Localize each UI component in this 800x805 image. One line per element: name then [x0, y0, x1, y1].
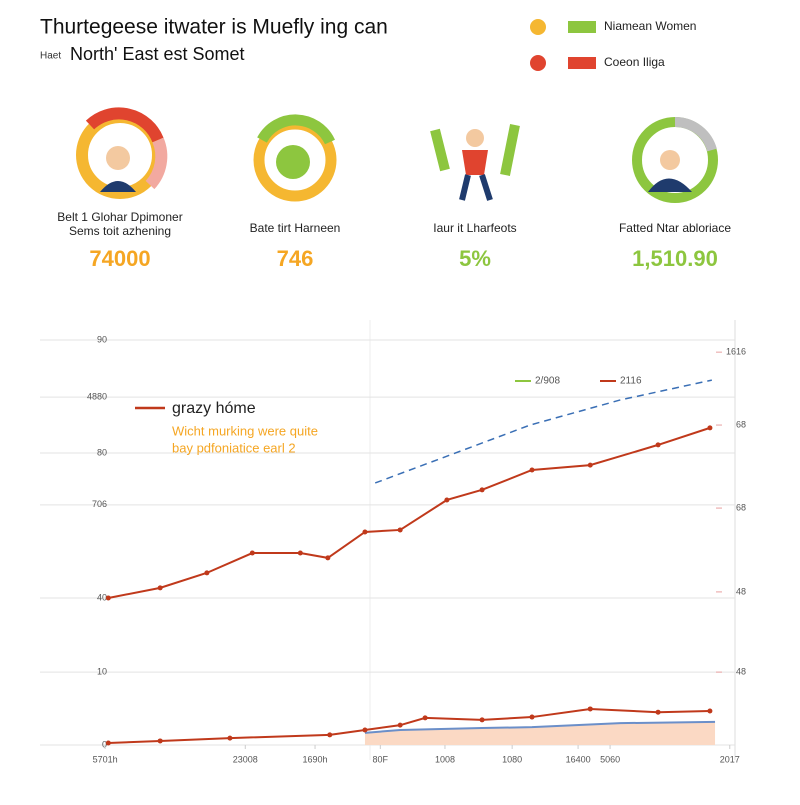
person	[459, 174, 493, 201]
point	[529, 714, 535, 720]
point	[587, 462, 593, 468]
x-tick-label: 2017	[720, 754, 740, 764]
y-tick-label: 706	[92, 499, 107, 509]
point	[105, 740, 111, 746]
legend-dot	[530, 19, 546, 35]
area	[364, 721, 716, 745]
x-tick-label: 23008	[233, 754, 258, 764]
subtitle-prefix: Haet	[40, 51, 61, 62]
legend-swatch	[568, 57, 596, 69]
point	[587, 706, 593, 712]
x-tick-label: 1080	[502, 754, 522, 764]
icon	[276, 145, 310, 179]
point	[529, 467, 535, 473]
person	[466, 129, 484, 147]
x-tick-label: 16400	[566, 754, 591, 764]
icons	[76, 107, 718, 203]
x-tick-label: 5701h	[93, 754, 118, 764]
ring-arc	[674, 116, 717, 152]
line	[364, 720, 716, 734]
kpi-value: 5%	[459, 246, 491, 271]
point	[362, 727, 368, 733]
point	[249, 550, 255, 556]
legend-label: 2/908	[535, 376, 560, 387]
person	[660, 150, 680, 170]
point	[157, 585, 163, 591]
point	[297, 550, 303, 556]
line	[108, 707, 710, 744]
kpi-value: 1,510.90	[632, 246, 718, 271]
point	[655, 709, 661, 715]
ring-arc	[145, 137, 168, 190]
kpi-label: Belt 1 Glohar Dpimoner	[57, 210, 182, 224]
annotation-text: Wicht murking were quite	[172, 423, 318, 438]
ring-arc	[85, 107, 164, 143]
y2-tick-label: 48	[736, 586, 746, 596]
title: Thurtegeese itwater is Muefly ing can	[40, 16, 388, 39]
y2-tick-label: 68	[736, 419, 746, 429]
subtitle: North' East est Somet	[70, 44, 245, 64]
point	[327, 732, 333, 738]
person	[648, 178, 692, 192]
legend-label: 2116	[620, 376, 642, 387]
point	[422, 715, 428, 721]
y-tick-label: 40	[97, 592, 107, 602]
x-tick-label: 1690h	[303, 754, 328, 764]
legend-label: Coeon Iliga	[604, 55, 665, 69]
y2-tick-label: 68	[736, 502, 746, 512]
point	[479, 487, 485, 493]
kpi-label: Bate tirt Harneen	[250, 221, 341, 235]
kpi-value: 746	[277, 246, 314, 271]
y-tick-label: 0	[102, 739, 107, 749]
line	[374, 379, 712, 484]
y2-tick-label: 1616	[726, 347, 746, 357]
ring-arc	[257, 114, 335, 145]
point	[397, 722, 403, 728]
point	[707, 425, 713, 431]
x-tick-label: 1008	[435, 754, 455, 764]
point	[362, 529, 368, 535]
kpi-label: Iaur it Lharfeots	[433, 221, 516, 235]
y-tick-label: 90	[97, 334, 107, 344]
point	[479, 717, 485, 723]
person	[106, 146, 130, 170]
legend-swatch	[568, 21, 596, 33]
kpi-label: Sems toit azhening	[69, 224, 171, 238]
point	[227, 735, 233, 741]
y-tick-label: 4880	[87, 391, 107, 401]
x-tick-label: 80F	[373, 754, 389, 764]
point	[157, 738, 163, 744]
legend-dot	[530, 55, 546, 71]
annotation-text: bay pdfoniatice earl 2	[172, 440, 296, 455]
point	[397, 527, 403, 533]
kpi-value: 74000	[89, 246, 150, 271]
person	[462, 150, 488, 175]
point	[655, 442, 661, 448]
x-tick-label: 5060	[600, 754, 620, 764]
y-tick-label: 80	[97, 447, 107, 457]
y-tick-label: 10	[97, 666, 107, 676]
kpi-label: Fatted Ntar abloriace	[619, 221, 731, 235]
point	[105, 595, 111, 601]
point	[707, 708, 713, 714]
decor	[430, 124, 520, 176]
line	[108, 426, 711, 599]
y2-tick-label: 48	[736, 666, 746, 676]
point	[444, 497, 450, 503]
legend-label: Niamean Women	[604, 19, 696, 33]
point	[325, 555, 331, 561]
person	[100, 181, 136, 192]
point	[204, 570, 210, 576]
annotation-label: grazy hóme	[172, 400, 256, 417]
